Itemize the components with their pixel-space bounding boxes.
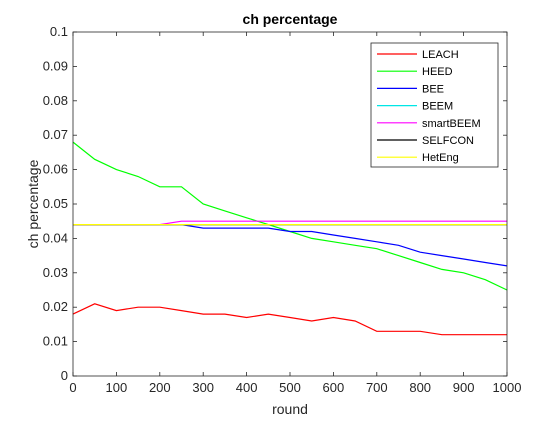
y-tick-label: 0.05 — [43, 196, 68, 211]
legend-label-smartbeem: smartBEEM — [422, 118, 481, 130]
ticks-layer: 0 100 200 300 400 500 600 700 800 900 1000 0 0.01 0.0… — [43, 24, 522, 395]
y-tick-label: 0.02 — [43, 299, 68, 314]
x-tick-label: 1000 — [493, 380, 522, 395]
x-tick-label: 400 — [236, 380, 258, 395]
y-tick-label: 0.08 — [43, 93, 68, 108]
y-tick-label: 0 — [61, 368, 68, 383]
y-tick-label: 0.1 — [50, 24, 68, 39]
chart-title: ch percentage — [243, 11, 338, 27]
x-tick-label: 900 — [453, 380, 475, 395]
y-tick-label: 0.06 — [43, 162, 68, 177]
x-tick-label: 500 — [279, 380, 301, 395]
y-axis-label: ch percentage — [25, 159, 41, 248]
x-tick-label: 200 — [149, 380, 171, 395]
legend: LEACH HEED BEE BEEM smartBEEM SELFCON HetEng — [370, 42, 499, 168]
series-line-bee — [73, 224, 508, 267]
x-tick-label: 700 — [366, 380, 388, 395]
x-tick-label: 300 — [192, 380, 214, 395]
legend-label-bee: BEE — [422, 83, 444, 95]
x-tick-label: 800 — [409, 380, 431, 395]
legend-label-heed: HEED — [422, 66, 453, 78]
y-tick-label: 0.07 — [43, 127, 68, 142]
y-tick-label: 0.09 — [43, 58, 68, 73]
legend-label-leach: LEACH — [422, 49, 459, 61]
x-tick-label: 600 — [323, 380, 345, 395]
x-axis-label: round — [272, 401, 308, 417]
y-tick-label: 0.04 — [43, 230, 68, 245]
y-tick-label: 0.01 — [43, 334, 68, 349]
series-line-leach — [72, 303, 507, 336]
y-tick-label: 0.03 — [43, 265, 68, 280]
legend-label-selfcon: SELFCON — [422, 135, 474, 147]
x-tick-label: 0 — [69, 380, 76, 395]
x-tick-label: 100 — [106, 380, 128, 395]
legend-label-beem: BEEM — [422, 101, 453, 113]
legend-label-heteng: HetEng — [422, 152, 459, 164]
series-layer — [72, 141, 508, 336]
